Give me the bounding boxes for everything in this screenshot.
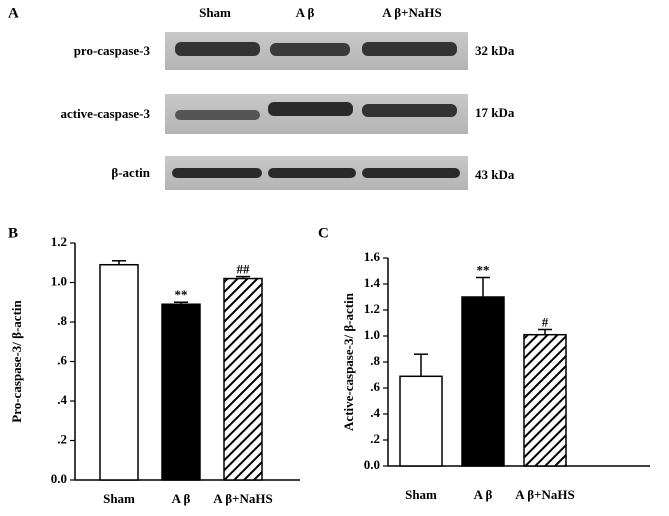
y-tick-label: 1.4 <box>364 275 381 290</box>
panel-label: B <box>8 225 18 241</box>
row-label: β-actin <box>111 165 150 180</box>
annotation: ## <box>237 262 251 277</box>
y-tick-label: 0.0 <box>364 457 380 472</box>
y-axis-label: Pro-caspase-3/ β-actin <box>9 299 24 422</box>
row-size: 32 kDa <box>475 43 515 58</box>
panel-label: C <box>318 225 329 241</box>
x-tick-label: A β <box>172 491 191 506</box>
panel-label: A <box>8 5 19 21</box>
y-tick-label: .8 <box>370 353 380 368</box>
row-label: pro-caspase-3 <box>74 43 151 58</box>
bar <box>523 333 567 467</box>
y-tick-label: 1.6 <box>364 249 381 264</box>
blot-active <box>165 94 468 134</box>
bar <box>223 277 263 481</box>
x-tick-label: A β+NaHS <box>515 487 574 502</box>
x-tick-label: Sham <box>103 491 135 506</box>
annotation: ** <box>477 262 490 277</box>
y-tick-label: .6 <box>370 379 380 394</box>
bar <box>161 303 201 481</box>
y-tick-label: .8 <box>57 313 67 328</box>
y-tick-label: 1.0 <box>51 273 67 288</box>
annotation: # <box>542 314 549 329</box>
bar <box>399 375 443 467</box>
row-size: 43 kDa <box>475 167 515 182</box>
y-tick-label: 1.2 <box>364 301 380 316</box>
y-tick-label: .4 <box>57 392 67 407</box>
bar <box>99 263 139 481</box>
y-axis-label: Active-caspase-3/ β-actin <box>341 292 356 431</box>
x-tick-label: A β+NaHS <box>213 491 272 506</box>
y-tick-label: 1.0 <box>364 327 380 342</box>
blot-pro <box>165 32 468 70</box>
row-size: 17 kDa <box>475 105 515 120</box>
y-tick-label: .2 <box>57 431 67 446</box>
bar <box>461 296 505 467</box>
annotation: ** <box>175 287 188 302</box>
y-tick-label: 0.0 <box>51 471 67 486</box>
lane-label: A β+NaHS <box>382 5 441 20</box>
y-tick-label: .2 <box>370 431 380 446</box>
y-tick-label: .4 <box>370 405 380 420</box>
lane-label: Sham <box>199 5 231 20</box>
y-tick-label: .6 <box>57 352 67 367</box>
y-tick-label: 1.2 <box>51 234 67 249</box>
x-tick-label: Sham <box>405 487 437 502</box>
x-tick-label: A β <box>474 487 493 502</box>
blot-actin <box>165 156 468 190</box>
row-label: active-caspase-3 <box>60 106 150 121</box>
lane-label: A β <box>296 5 315 20</box>
